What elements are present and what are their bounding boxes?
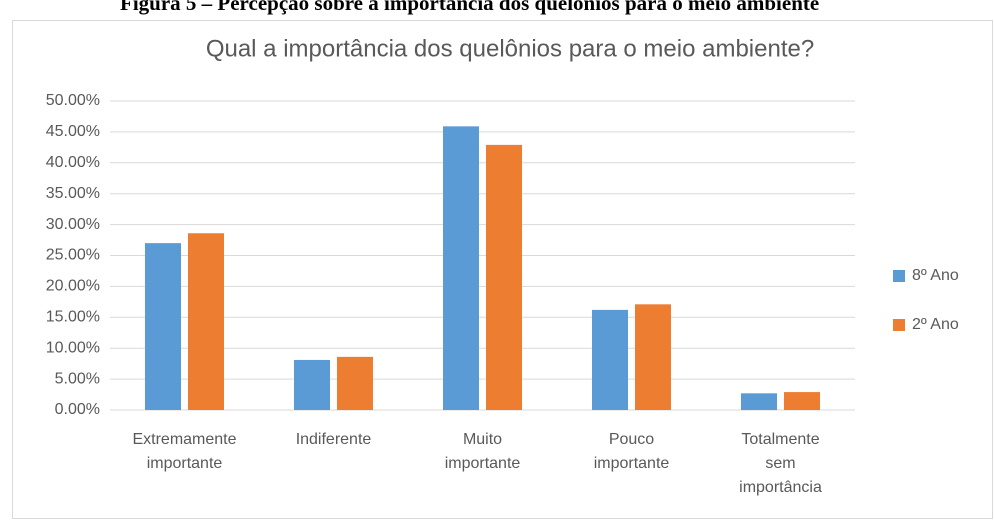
bar <box>741 393 777 410</box>
bar <box>294 359 330 410</box>
bar <box>486 144 522 411</box>
x-tick-label: Totalmente <box>741 431 819 448</box>
x-tick-label: Pouco <box>609 431 654 448</box>
y-tick-label: 45.00% <box>46 123 100 140</box>
figure-caption: Figura 5 – Percepção sobre a importância… <box>120 0 819 15</box>
y-tick-label: 35.00% <box>46 185 100 202</box>
legend-label: 2º Ano <box>912 316 959 333</box>
bar <box>188 233 224 410</box>
y-tick-label: 20.00% <box>46 278 100 295</box>
bar <box>635 304 671 410</box>
y-tick-label: 0.00% <box>55 401 100 418</box>
x-tick-label: Indiferente <box>296 431 372 448</box>
legend-swatch <box>893 319 905 331</box>
y-tick-label: 5.00% <box>55 370 100 387</box>
bar <box>145 243 181 410</box>
x-tick-label: sem <box>765 455 795 472</box>
chart-title: Qual a importância dos quelônios para o … <box>206 35 814 62</box>
legend-swatch <box>893 270 905 282</box>
y-tick-label: 15.00% <box>46 309 100 326</box>
legend-label: 8º Ano <box>912 267 959 284</box>
x-tick-label: Muito <box>463 431 502 448</box>
bar <box>443 126 479 410</box>
y-tick-label: 40.00% <box>46 154 100 171</box>
x-tick-label: importante <box>445 455 521 472</box>
bar <box>592 309 628 410</box>
y-tick-label: 30.00% <box>46 216 100 233</box>
bar <box>337 356 373 410</box>
y-tick-label: 50.00% <box>46 92 100 109</box>
bar <box>784 392 820 410</box>
y-tick-label: 10.00% <box>46 339 100 356</box>
x-tick-label: Extremamente <box>132 431 236 448</box>
x-tick-label: importante <box>594 455 670 472</box>
y-tick-label: 25.00% <box>46 247 100 264</box>
x-tick-label: importante <box>147 455 223 472</box>
x-tick-label: importância <box>739 479 822 496</box>
